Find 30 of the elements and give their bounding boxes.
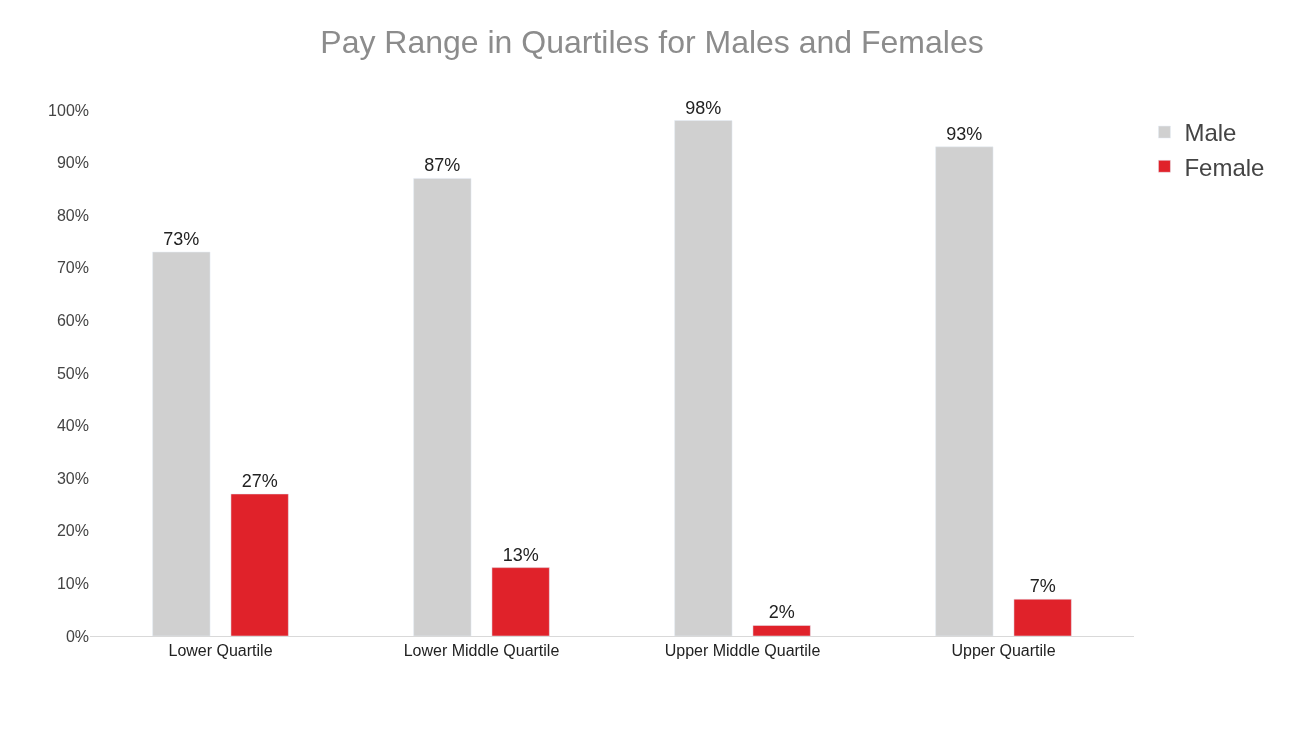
y-tick-label: 60%: [56, 312, 89, 329]
data-label: 93%: [946, 123, 983, 144]
data-label: 27%: [241, 470, 278, 491]
y-tick-label: 50%: [56, 364, 89, 382]
y-tick-label: 20%: [56, 522, 89, 540]
y-tick-label: 10%: [56, 575, 89, 592]
legend-label: Female: [1184, 153, 1265, 181]
x-tick-label: Lower Middle Quartile: [403, 642, 560, 660]
bar: [1013, 598, 1072, 636]
data-label: 2%: [768, 602, 795, 623]
data-label: 87%: [424, 155, 461, 176]
chart-title: Pay Range in Quartiles for Males and Females: [320, 23, 984, 60]
data-label: 73%: [163, 229, 200, 250]
data-label: 7%: [1029, 576, 1056, 597]
y-tick-label: 100%: [48, 101, 89, 119]
data-label: 98%: [685, 97, 722, 118]
x-tick-label: Upper Middle Quartile: [664, 642, 821, 660]
y-tick-label: 80%: [56, 206, 89, 224]
y-tick-label: 0%: [65, 627, 89, 645]
y-tick-label: 40%: [56, 417, 89, 435]
y-tick-label: 90%: [56, 154, 89, 172]
bar: [491, 567, 550, 636]
x-tick-label: Upper Quartile: [951, 642, 1056, 660]
bar: [230, 493, 289, 636]
x-tick-label: Lower Quartile: [168, 642, 273, 660]
y-tick-label: 30%: [56, 469, 89, 487]
y-tick-label: 70%: [56, 259, 89, 277]
legend-label: Male: [1184, 119, 1237, 147]
data-label: 13%: [502, 544, 539, 565]
bar: [752, 625, 811, 636]
